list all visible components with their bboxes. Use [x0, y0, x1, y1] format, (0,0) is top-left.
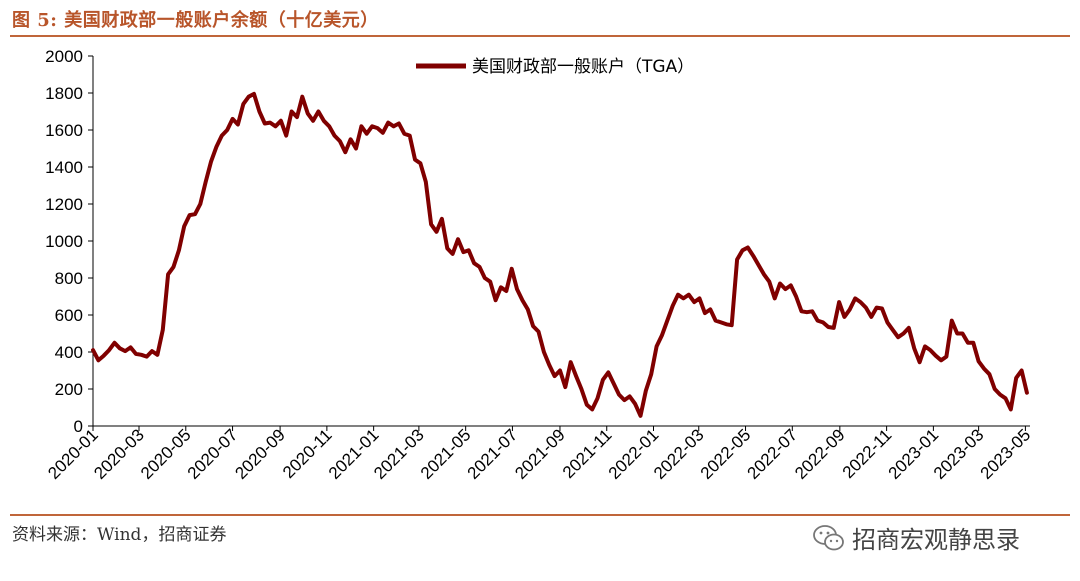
x-tick-label: 2023-03	[930, 425, 988, 483]
x-tick-label: 2023-05	[977, 425, 1035, 483]
y-tick-label: 1400	[45, 158, 83, 177]
title-divider	[10, 35, 1070, 37]
x-tick-label: 2021-11	[559, 425, 616, 482]
x-tick-label: 2022-11	[839, 425, 896, 482]
x-tick-label: 2022-09	[791, 425, 849, 483]
x-axis-ticks: 2020-012020-032020-052020-072020-092020-…	[44, 425, 1034, 483]
x-tick-label: 2022-05	[697, 425, 755, 483]
x-tick-label: 2020-07	[184, 425, 242, 483]
x-tick-label: 2022-07	[744, 425, 802, 483]
source-divider	[10, 514, 1070, 516]
x-tick-label: 2021-05	[417, 425, 475, 483]
x-tick-label: 2020-11	[279, 425, 336, 482]
y-tick-label: 200	[55, 380, 83, 399]
y-tick-label: 1200	[45, 195, 83, 214]
x-tick-label: 2020-03	[90, 425, 148, 483]
y-tick-label: 800	[55, 269, 83, 288]
x-tick-label: 2020-05	[137, 425, 195, 483]
y-tick-label: 1600	[45, 121, 83, 140]
y-tick-label: 0	[74, 417, 83, 436]
x-tick-label: 2021-03	[370, 425, 428, 483]
tga-line-chart: 0 200 400 600 800 1000 1200 1400 1600 1800 2000 20…	[44, 47, 1034, 483]
watermark-text: 招商宏观静思录	[852, 526, 1020, 554]
legend-label: 美国财政部一般账户（TGA）	[472, 57, 694, 77]
legend: 美国财政部一般账户（TGA）	[416, 57, 694, 77]
x-tick-label: 2020-09	[231, 425, 289, 483]
y-tick-label: 2000	[45, 47, 83, 66]
watermark: 招商宏观静思录	[812, 520, 1020, 555]
source-note: 资料来源：Wind，招商证券	[12, 525, 227, 545]
y-tick-label: 1800	[45, 84, 83, 103]
y-tick-label: 1000	[45, 232, 83, 251]
x-tick-label: 2022-03	[650, 425, 708, 483]
x-tick-label: 2021-07	[464, 425, 522, 483]
series-line-tga	[91, 91, 1029, 418]
figure-title: 图 5: 美国财政部一般账户余额（十亿美元）	[12, 10, 379, 31]
y-tick-label: 400	[55, 343, 83, 362]
y-axis-ticks: 0 200 400 600 800 1000 1200 1400 1600 1800 2000	[45, 47, 93, 436]
y-tick-label: 600	[55, 306, 83, 325]
wechat-icon	[813, 524, 844, 550]
x-tick-label: 2021-09	[511, 425, 569, 483]
